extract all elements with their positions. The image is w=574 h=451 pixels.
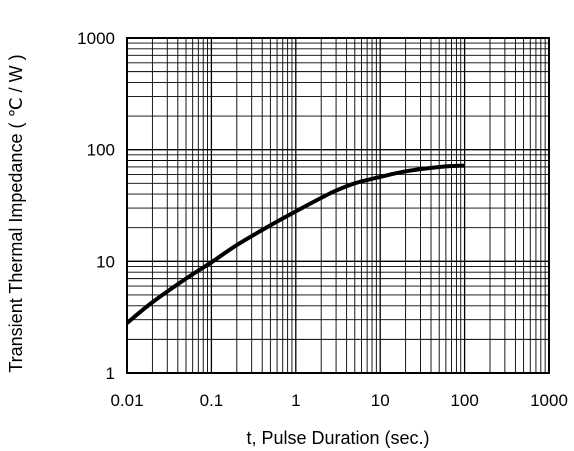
series-group — [125, 163, 465, 325]
y-axis-label: Transient Thermal Impedance ( ℃ / W ) — [6, 54, 26, 372]
x-tick-labels: 0.01 0.1 1 10 100 1000 — [110, 391, 567, 410]
x-tick-label: 1000 — [530, 391, 568, 410]
y-tick-label: 100 — [87, 141, 115, 160]
x-tick-label: 1 — [291, 391, 300, 410]
y-tick-label: 1 — [106, 364, 115, 383]
series-line — [125, 163, 465, 325]
y-tick-labels: 1 10 100 1000 — [77, 29, 115, 383]
x-tick-label: 0.1 — [200, 391, 224, 410]
y-tick-label: 10 — [96, 252, 115, 271]
minor-grid — [127, 38, 549, 373]
x-axis-label: t, Pulse Duration (sec.) — [246, 428, 429, 448]
x-tick-label: 10 — [371, 391, 390, 410]
x-tick-label: 0.01 — [110, 391, 143, 410]
x-tick-label: 100 — [450, 391, 478, 410]
plot-area-frame — [126, 37, 550, 374]
major-grid — [127, 38, 549, 373]
y-tick-label: 1000 — [77, 29, 115, 48]
